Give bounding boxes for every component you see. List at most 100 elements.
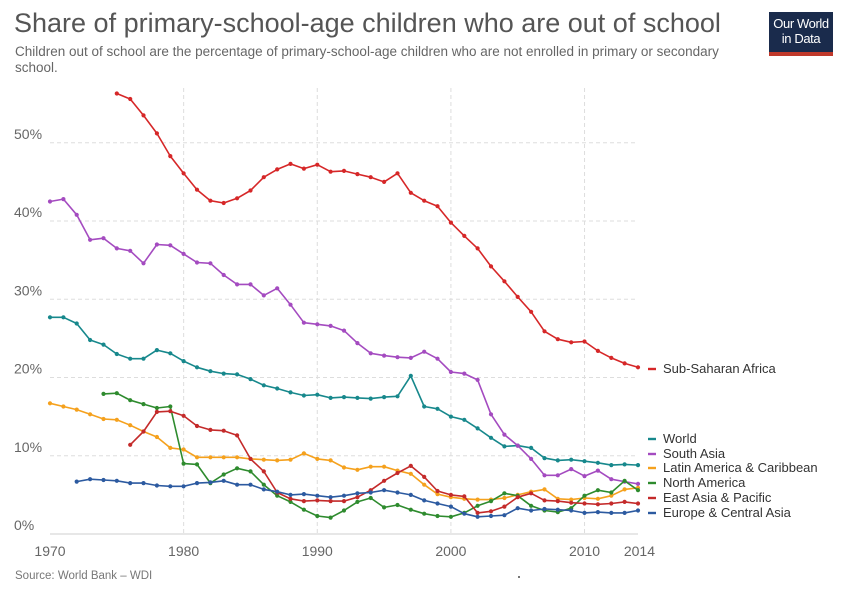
- data-point-europe-central-asia: [515, 506, 520, 511]
- data-point-south-asia: [235, 282, 240, 287]
- data-point-south-asia: [328, 323, 333, 328]
- data-point-world: [141, 356, 146, 361]
- data-point-europe-central-asia: [488, 513, 494, 519]
- series-line-world: [50, 316, 639, 466]
- data-point-europe-central-asia: [261, 487, 266, 492]
- data-point-sub-saharan-africa: [488, 264, 494, 269]
- data-point-europe-central-asia: [408, 492, 413, 497]
- data-point-latin-america-caribbean: [355, 467, 360, 472]
- data-point-north-america: [328, 515, 333, 520]
- x-tick-label: 2000: [435, 543, 466, 559]
- data-point-europe-central-asia: [555, 507, 560, 512]
- data-point-world: [261, 383, 266, 388]
- data-point-europe-central-asia: [341, 493, 347, 498]
- data-point-north-america: [529, 503, 534, 508]
- series-line-east-asia-pacific: [129, 410, 639, 514]
- x-axis-labels: 1970 1980 1990 2000 2010 2014: [34, 543, 655, 559]
- data-point-europe-central-asia: [88, 477, 93, 482]
- data-point-north-america: [235, 466, 240, 471]
- data-point-north-america: [622, 478, 627, 483]
- data-point-sub-saharan-africa: [622, 361, 627, 366]
- data-point-sub-saharan-africa: [569, 340, 574, 345]
- x-tick-label: 2014: [624, 543, 655, 559]
- data-point-north-america: [609, 490, 614, 495]
- legend-label-south-asia: South Asia: [663, 446, 726, 461]
- data-point-europe-central-asia: [475, 514, 480, 519]
- data-point-south-asia: [609, 477, 614, 482]
- y-tick-label: 30%: [14, 282, 42, 298]
- data-point-north-america: [368, 495, 373, 501]
- data-point-world: [61, 315, 66, 320]
- data-point-world: [181, 359, 186, 364]
- data-point-south-asia: [208, 261, 213, 266]
- data-point-world: [462, 417, 467, 422]
- data-point-sub-saharan-africa: [635, 365, 641, 370]
- data-point-latin-america-caribbean: [74, 407, 79, 412]
- data-point-world: [275, 386, 280, 391]
- data-point-north-america: [315, 513, 320, 519]
- data-point-sub-saharan-africa: [181, 171, 186, 176]
- data-point-world: [128, 356, 133, 361]
- data-point-east-asia-pacific: [341, 499, 347, 504]
- data-point-east-asia-pacific: [128, 442, 133, 447]
- chart-title: Share of primary-school-age children who…: [14, 8, 721, 38]
- data-point-east-asia-pacific: [315, 498, 320, 503]
- data-point-europe-central-asia: [422, 498, 427, 503]
- data-point-latin-america-caribbean: [408, 471, 413, 476]
- data-point-europe-central-asia: [395, 490, 400, 495]
- data-point-south-asia: [422, 349, 427, 354]
- data-point-north-america: [341, 508, 347, 513]
- data-point-latin-america-caribbean: [221, 455, 226, 460]
- data-point-world: [221, 371, 226, 376]
- y-tick-label: 10%: [14, 439, 42, 455]
- data-point-south-asia: [582, 474, 587, 479]
- data-point-europe-central-asia: [315, 493, 320, 498]
- data-point-sub-saharan-africa: [328, 169, 333, 174]
- data-point-sub-saharan-africa: [235, 196, 240, 201]
- data-point-world: [74, 321, 79, 326]
- data-point-sub-saharan-africa: [301, 166, 306, 171]
- data-point-latin-america-caribbean: [288, 457, 293, 462]
- data-point-south-asia: [248, 282, 253, 287]
- data-point-latin-america-caribbean: [128, 423, 133, 428]
- data-point-sub-saharan-africa: [515, 294, 520, 299]
- data-point-east-asia-pacific: [301, 499, 306, 504]
- data-point-east-asia-pacific: [261, 469, 266, 474]
- x-tick-label: 1980: [168, 543, 199, 559]
- data-point-latin-america-caribbean: [208, 455, 213, 460]
- data-point-north-america: [288, 499, 293, 504]
- data-point-world: [355, 395, 360, 400]
- data-point-sub-saharan-africa: [542, 329, 547, 334]
- data-point-europe-central-asia: [74, 479, 79, 484]
- data-point-south-asia: [194, 260, 200, 265]
- data-point-world: [555, 458, 560, 463]
- data-point-world: [609, 463, 614, 468]
- data-point-east-asia-pacific: [181, 413, 186, 418]
- data-point-east-asia-pacific: [141, 429, 146, 434]
- data-point-south-asia: [61, 197, 66, 202]
- data-point-latin-america-caribbean: [569, 497, 574, 502]
- source-note: Source: World Bank – WDI: [15, 570, 153, 582]
- data-point-world: [168, 351, 173, 356]
- data-point-europe-central-asia: [448, 504, 453, 509]
- data-point-sub-saharan-africa: [609, 355, 614, 360]
- data-point-east-asia-pacific: [168, 409, 173, 414]
- y-tick-label: 0%: [14, 517, 34, 533]
- data-point-south-asia: [141, 261, 146, 266]
- data-point-world: [395, 394, 400, 399]
- data-point-east-asia-pacific: [542, 498, 547, 503]
- data-point-east-asia-pacific: [488, 509, 494, 514]
- data-point-europe-central-asia: [582, 510, 587, 515]
- data-point-europe-central-asia: [368, 490, 373, 495]
- data-point-europe-central-asia: [168, 484, 173, 489]
- data-point-world: [448, 414, 453, 419]
- data-point-world: [288, 390, 293, 395]
- data-point-south-asia: [448, 369, 453, 375]
- data-point-south-asia: [488, 412, 494, 417]
- data-point-world: [542, 456, 547, 461]
- data-point-sub-saharan-africa: [208, 198, 213, 203]
- owid-logo[interactable]: Our World in Data: [769, 12, 833, 56]
- data-point-south-asia: [47, 199, 53, 204]
- series-layer: [47, 91, 641, 520]
